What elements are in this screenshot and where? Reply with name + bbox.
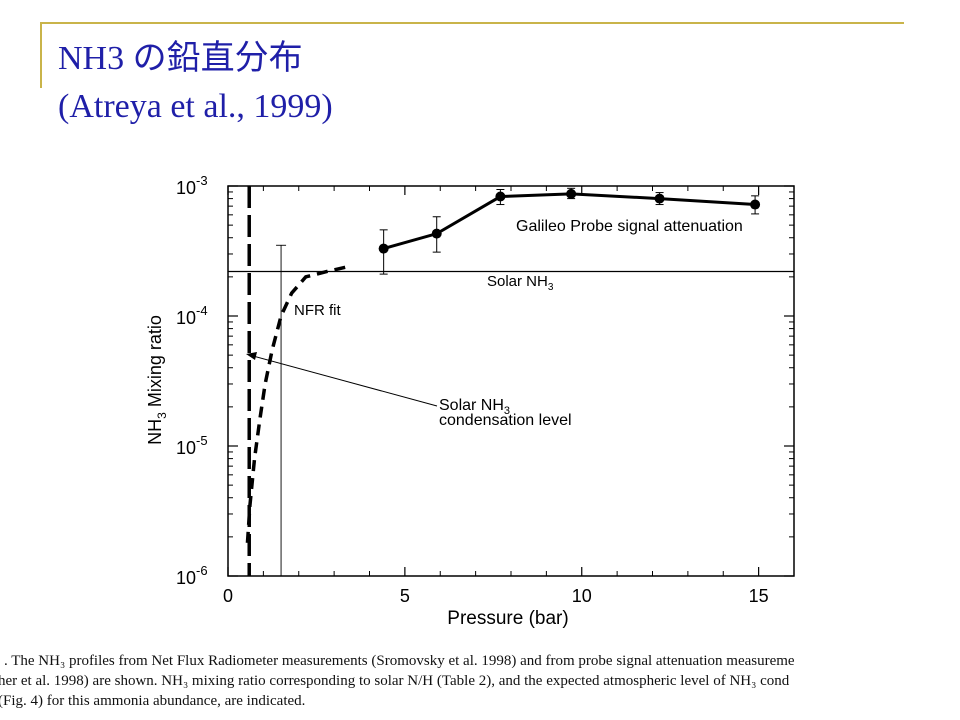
solar-nh3-label-sub: 3 bbox=[548, 282, 554, 293]
y-tick-base: 10 bbox=[176, 178, 196, 198]
x-tick-label: 10 bbox=[572, 586, 592, 606]
y-tick-label: 10-6 bbox=[176, 563, 208, 588]
condensation-arrow bbox=[252, 355, 438, 407]
condensation-label-line1: Solar NH3 bbox=[439, 397, 510, 417]
y-tick-exponent: -4 bbox=[196, 303, 208, 318]
slide-subtitle-citation: (Atreya et al., 1999) bbox=[58, 88, 333, 125]
galileo-point bbox=[750, 199, 761, 210]
figure-caption: . The NH₃ profiles from Net Flux Radiome… bbox=[0, 652, 960, 720]
solar-nh3-label: Solar NH3 bbox=[487, 273, 554, 293]
y-axis-label-rest: Mixing ratio bbox=[145, 315, 165, 412]
caption-line-1: . The NH₃ profiles from Net Flux Radiome… bbox=[4, 653, 795, 669]
y-tick-exponent: -3 bbox=[196, 173, 208, 188]
galileo-point bbox=[495, 191, 506, 202]
header-top-rule bbox=[40, 22, 904, 24]
y-tick-label: 10-4 bbox=[176, 303, 208, 328]
plot-frame bbox=[227, 185, 795, 577]
nh3-chart: 0 5 10 15 10-610-510-410-3 Pressure (bar) N… bbox=[145, 173, 795, 629]
caption-line-3: (Fig. 4) for this ammonia abundance, are… bbox=[0, 693, 306, 709]
caption-line-2: her et al. 1998) are shown. NH₃ mixing r… bbox=[0, 673, 790, 689]
y-tick-label: 10-5 bbox=[176, 433, 208, 458]
galileo-point bbox=[566, 188, 577, 199]
reference-lines bbox=[228, 186, 794, 576]
header-left-rule bbox=[40, 22, 42, 88]
condensation-label-sub: 3 bbox=[504, 405, 510, 417]
galileo-line bbox=[383, 192, 756, 251]
galileo-series-label: Galileo Probe signal attenuation bbox=[516, 218, 743, 235]
x-axis-label: Pressure (bar) bbox=[447, 608, 568, 629]
galileo-point bbox=[431, 228, 442, 239]
galileo-point bbox=[654, 193, 665, 204]
y-tick-label: 10-3 bbox=[176, 173, 208, 198]
x-tick-label: 5 bbox=[400, 586, 410, 606]
slide-title: NH3 の鉛直分布 bbox=[58, 40, 303, 77]
y-tick-base: 10 bbox=[176, 438, 196, 458]
nfr-fit-label: NFR fit bbox=[294, 302, 341, 319]
y-axis-ticks: 10-610-510-410-3 bbox=[176, 173, 794, 588]
y-tick-base: 10 bbox=[176, 568, 196, 588]
x-axis-ticks: 0 5 10 15 bbox=[223, 186, 795, 606]
x-tick-label: 15 bbox=[749, 586, 769, 606]
y-tick-base: 10 bbox=[176, 308, 196, 328]
data-series bbox=[245, 187, 761, 543]
condensation-arrowhead bbox=[246, 352, 257, 360]
solar-nh3-label-main: Solar NH bbox=[487, 273, 548, 290]
galileo-point bbox=[378, 243, 389, 254]
y-axis-label-main: NH bbox=[145, 419, 165, 445]
condensation-label-line2: condensation level bbox=[439, 412, 572, 429]
x-tick-label: 0 bbox=[223, 586, 233, 606]
y-axis-label-sub: 3 bbox=[155, 412, 169, 419]
condensation-label-main: Solar NH bbox=[439, 397, 504, 414]
y-tick-exponent: -6 bbox=[196, 563, 208, 578]
y-axis-label: NH3 Mixing ratio bbox=[145, 315, 169, 445]
y-tick-exponent: -5 bbox=[196, 433, 208, 448]
